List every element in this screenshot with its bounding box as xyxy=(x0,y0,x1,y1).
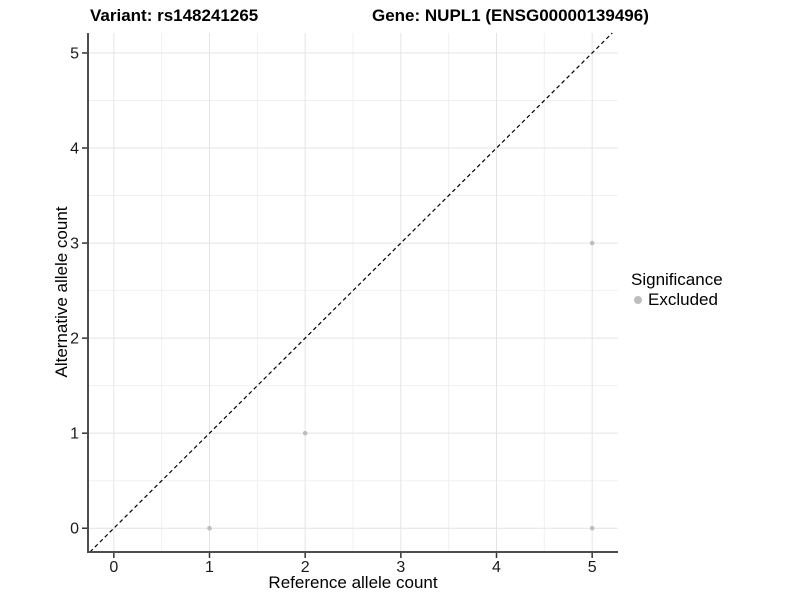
x-tick-label: 1 xyxy=(205,559,214,576)
legend-item-excluded: Excluded xyxy=(631,289,723,310)
y-axis-label: Alternative allele count xyxy=(52,206,71,378)
plot-title-variant: Variant: rs148241265 xyxy=(90,6,259,25)
y-tick-label: 5 xyxy=(70,45,79,62)
x-tick-label: 2 xyxy=(301,559,310,576)
data-point xyxy=(589,240,595,246)
y-tick-label: 4 xyxy=(70,141,79,158)
y-tick-label: 2 xyxy=(70,331,79,348)
x-axis-label: Reference allele count xyxy=(268,573,438,592)
legend-item-label: Excluded xyxy=(648,289,718,309)
y-tick-label: 0 xyxy=(70,521,79,538)
x-tick-label: 4 xyxy=(492,559,501,576)
legend-swatch-excluded-icon xyxy=(634,295,642,304)
x-tick-label: 5 xyxy=(588,559,597,576)
data-point xyxy=(302,430,308,436)
data-point xyxy=(589,525,595,531)
legend-title: Significance xyxy=(631,270,723,289)
x-tick-label: 3 xyxy=(396,559,405,576)
identity-line xyxy=(89,32,613,553)
legend: Significance Excluded xyxy=(631,270,723,310)
y-tick-label: 3 xyxy=(70,236,79,253)
x-tick-label: 0 xyxy=(109,559,118,576)
y-tick-label: 1 xyxy=(70,426,79,443)
plot-title-gene: Gene: NUPL1 (ENSG00000139496) xyxy=(372,6,649,25)
data-point xyxy=(207,525,212,531)
